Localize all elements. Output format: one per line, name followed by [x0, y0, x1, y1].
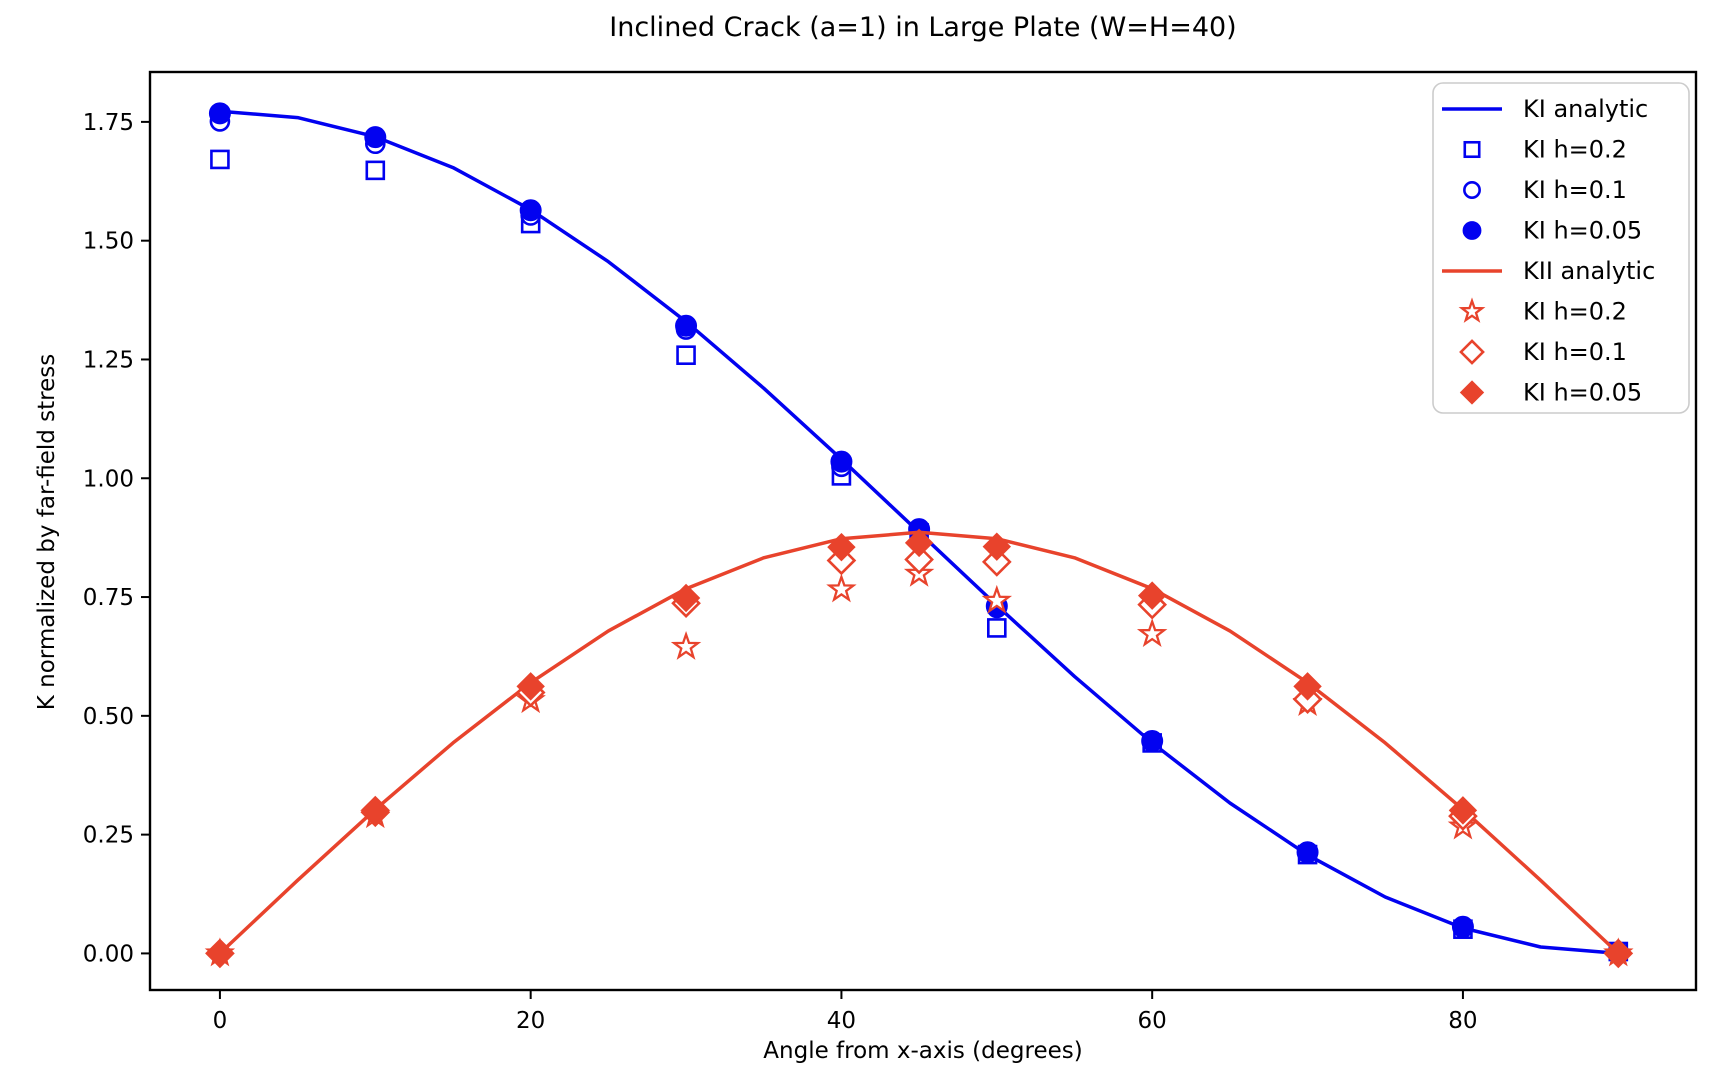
marker-diamond-filled	[205, 938, 235, 968]
marker-diamond-filled	[1293, 672, 1322, 701]
marker-circle-filled	[1296, 841, 1319, 864]
marker-diamond-filled	[361, 795, 390, 825]
legend-label: KI h=0.1	[1523, 338, 1627, 366]
y-tick-label: 0.00	[83, 941, 134, 967]
marker-star-open	[826, 573, 857, 603]
axis-ticks: 0 20 40 60 80 0.00 0.25 0.50 0.75 1.00 1.25 1.50 1.7…	[83, 110, 1478, 1034]
marker-square-open	[987, 618, 1007, 638]
x-axis-label: Angle from x-axis (degrees)	[763, 1038, 1083, 1064]
marker-diamond-filled	[982, 532, 1012, 561]
legend-box	[1432, 82, 1690, 414]
marker-star-open	[1136, 618, 1168, 648]
marker-diamond-filled	[1137, 581, 1167, 610]
series-line-kii-analytic	[218, 530, 1620, 955]
legend: KI analytic KI h=0.2 KI h=0.1 KI h=0.05 KII …	[1432, 82, 1690, 414]
marker-circle-filled	[364, 126, 387, 149]
y-tick-label: 1.00	[83, 466, 134, 492]
marker-diamond-open	[981, 547, 1012, 577]
y-tick-label: 0.75	[83, 585, 134, 611]
legend-label: KI h=0.1	[1523, 176, 1627, 204]
x-tick-label: 20	[516, 1008, 545, 1034]
series-markers-ki-h-0-1	[205, 544, 1634, 969]
y-tick-label: 0.50	[83, 704, 134, 730]
marker-circle-filled	[208, 102, 231, 125]
y-tick-label: 1.25	[83, 347, 134, 373]
legend-label: KII analytic	[1523, 257, 1655, 285]
marker-star-open	[1458, 297, 1486, 323]
legend-label: KI h=0.2	[1523, 136, 1627, 164]
marker-circle-filled	[1141, 730, 1164, 753]
marker-diamond-filled	[827, 532, 856, 562]
marker-circle-filled	[1462, 221, 1482, 240]
marker-diamond-filled	[1459, 380, 1485, 405]
marker-diamond-open	[1459, 339, 1485, 365]
legend-label: KI h=0.05	[1523, 379, 1642, 407]
legend-label: KI h=0.2	[1523, 298, 1627, 326]
marker-diamond-filled	[1604, 938, 1633, 968]
marker-square-open	[365, 160, 386, 181]
marker-circle-filled	[519, 199, 542, 222]
marker-star-open	[981, 584, 1013, 614]
y-tick-label: 0.25	[83, 823, 134, 849]
marker-circle-filled	[830, 450, 853, 473]
chart-title: Inclined Crack (a=1) in Large Plate (W=H…	[609, 12, 1237, 43]
marker-circle-open	[1463, 181, 1481, 199]
marker-circle-filled	[1451, 915, 1474, 938]
series-markers-ki-h-0-05	[205, 528, 1633, 968]
x-tick-label: 0	[213, 1008, 228, 1034]
series-markers-ki-h-0-2	[204, 557, 1634, 967]
legend-label: KI analytic	[1523, 95, 1648, 123]
y-tick-label: 1.50	[83, 229, 134, 255]
x-tick-label: 40	[827, 1008, 856, 1034]
x-tick-label: 80	[1448, 1008, 1477, 1034]
x-tick-label: 60	[1138, 1008, 1167, 1034]
marker-square-open	[210, 149, 230, 170]
axes-frame	[148, 70, 1698, 992]
legend-label: KI h=0.05	[1523, 217, 1642, 245]
marker-diamond-filled	[1448, 796, 1478, 825]
marker-diamond-open	[904, 544, 934, 575]
marker-square-open	[676, 345, 696, 365]
marker-square-open	[1463, 140, 1481, 159]
marker-diamond-filled	[671, 583, 701, 613]
marker-circle-filled	[675, 314, 698, 337]
marker-diamond-filled	[516, 672, 545, 701]
marker-diamond-filled	[904, 528, 934, 558]
marker-star-open	[670, 630, 702, 660]
y-tick-label: 1.75	[83, 110, 134, 136]
